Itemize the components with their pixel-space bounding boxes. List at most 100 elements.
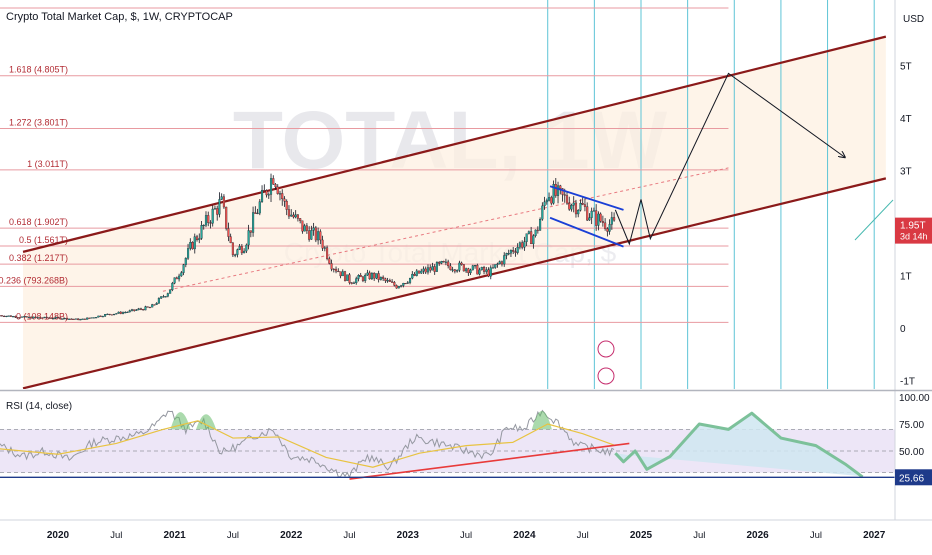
candle-body (32, 316, 35, 319)
candle-body (5, 315, 8, 318)
candle-body (509, 250, 512, 254)
candle-body (45, 316, 48, 318)
candle-body (326, 247, 329, 259)
candle-body (23, 316, 26, 318)
candle-body (343, 271, 347, 281)
candle-body (86, 317, 89, 320)
candle-body (334, 268, 338, 272)
rsi-overbought-fill-0 (170, 412, 191, 430)
candle-body (426, 267, 430, 273)
candle-body (523, 241, 526, 248)
time-tick-2: 2021 (163, 530, 186, 541)
candle-body (539, 219, 542, 231)
candle-body (39, 317, 42, 319)
candle-body (404, 282, 407, 285)
candle-body (95, 317, 98, 319)
candle-body (408, 277, 412, 283)
time-tick-4: 2022 (280, 530, 303, 541)
candle-body (153, 304, 156, 306)
candle-body (195, 236, 199, 241)
candle-body (456, 270, 459, 272)
candle-body (74, 318, 77, 320)
candle-body (198, 238, 201, 241)
candle-body (301, 220, 304, 232)
candle-body (507, 253, 510, 255)
chart-title: Crypto Total Market Cap, $, 1W, CRYPTOCA… (6, 11, 233, 23)
candle-body (487, 269, 490, 277)
candle-body (453, 269, 456, 272)
candle-body (377, 273, 380, 280)
rsi-projection-area (615, 413, 869, 477)
candle-body (471, 265, 474, 271)
candle-body (115, 313, 118, 315)
candle-body (7, 315, 10, 317)
candle-body (200, 225, 203, 239)
candle-body (592, 210, 595, 212)
candle-body (435, 262, 438, 272)
candle-body (559, 185, 562, 189)
candle-body (460, 262, 463, 265)
candle-body (350, 282, 353, 284)
candle-body (364, 274, 367, 281)
rsi-tick-2: 75.00 (899, 420, 924, 431)
candle-body (243, 250, 246, 254)
price-tick-2: 1T (900, 272, 912, 283)
candle-body (494, 264, 497, 268)
fib-label-4: 0.618 (1.902T) (9, 217, 68, 227)
candle-body (518, 242, 521, 248)
candle-body (3, 315, 6, 318)
candle-body (382, 276, 385, 279)
rsi-line (0, 409, 615, 479)
candle-body (312, 227, 315, 231)
candle-body (442, 261, 445, 263)
candle-body (164, 296, 167, 298)
time-tick-9: Jul (577, 530, 589, 541)
candle-body (467, 268, 470, 274)
candle-body (34, 316, 37, 318)
candle-body (548, 197, 551, 201)
candle-body (128, 310, 131, 313)
time-tick-0: 2020 (47, 530, 70, 541)
candle-body (245, 244, 248, 252)
candle-body (139, 308, 143, 310)
fib-label-6: 1.272 (3.801T) (9, 117, 68, 127)
candle-body (521, 242, 524, 248)
candle-body (296, 214, 299, 219)
candle-body (469, 269, 472, 274)
candle-body (240, 246, 243, 254)
fib-label-2: 0.382 (1.217T) (9, 253, 68, 263)
candle-body (99, 315, 102, 317)
candle-body (213, 208, 217, 210)
candle-body (485, 269, 488, 272)
candle-body (550, 197, 553, 204)
candle-body (361, 276, 365, 281)
time-tick-3: Jul (227, 530, 239, 541)
candle-body (543, 201, 546, 207)
currency-label: USD (903, 14, 924, 25)
candle-body (142, 309, 145, 311)
candle-body (536, 229, 539, 231)
candle-body (516, 247, 519, 253)
candle-body (227, 228, 230, 237)
time-tick-13: Jul (810, 530, 822, 541)
candle-body (503, 255, 506, 265)
candle-body (604, 222, 607, 229)
candle-body (375, 273, 378, 279)
candle-body (166, 293, 169, 297)
candle-body (263, 189, 266, 192)
candle-body (346, 274, 349, 281)
projection-path (614, 72, 845, 246)
candle-body (121, 312, 125, 314)
candle-body (173, 277, 176, 284)
candle-body (532, 235, 535, 245)
candle-body (561, 188, 564, 195)
price-tick-4: 3T (900, 167, 912, 178)
fib-label-0: 0 (108.148B) (16, 311, 68, 321)
candle-body (570, 205, 573, 210)
time-tick-6: 2023 (397, 530, 420, 541)
channel-fill (23, 36, 886, 389)
candle-body (541, 205, 544, 220)
candle-body (478, 269, 481, 275)
candle-body (572, 202, 575, 206)
